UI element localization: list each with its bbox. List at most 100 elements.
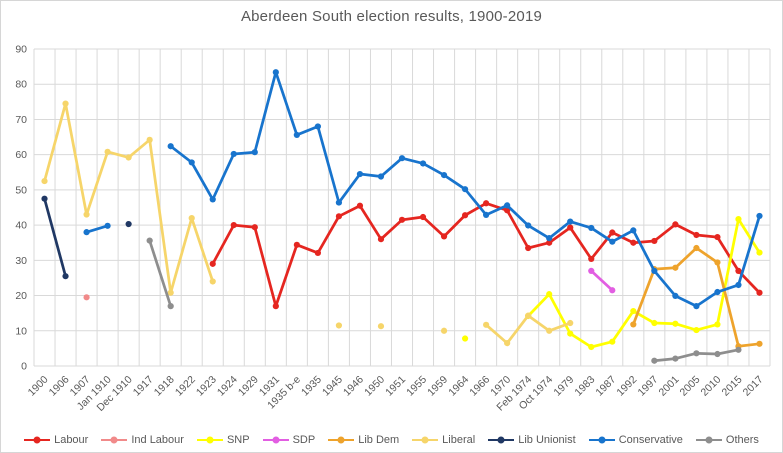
data-point-labour xyxy=(609,229,616,236)
data-point-conservative xyxy=(461,186,469,193)
legend-label-sdp: SDP xyxy=(292,434,316,446)
data-point-labour xyxy=(377,236,385,243)
gridlines xyxy=(33,48,771,367)
x-axis-tick: 1922 xyxy=(173,374,198,399)
legend-item-ind-labour: Ind Labour xyxy=(101,434,184,446)
data-point-labour xyxy=(588,255,595,263)
series-line-others xyxy=(148,239,173,308)
legend-item-liberal: Liberal xyxy=(412,434,475,446)
legend-marker-conservative xyxy=(588,436,615,444)
legend-item-lib-unionist: Lib Unionist xyxy=(488,434,576,446)
legend-marker-snp xyxy=(196,436,223,444)
data-point-conservative xyxy=(209,196,216,203)
x-axis-tick: 1992 xyxy=(614,374,639,399)
legend-marker-liberal xyxy=(412,436,439,444)
data-point-lib-unionist xyxy=(125,220,132,228)
data-point-liberal xyxy=(209,278,216,285)
data-point-conservative xyxy=(483,211,490,218)
data-point-others xyxy=(672,355,679,362)
data-point-conservative xyxy=(293,131,300,139)
data-point-conservative xyxy=(356,170,364,178)
data-point-snp xyxy=(588,343,595,351)
data-point-snp xyxy=(546,291,553,298)
data-point-liberal xyxy=(567,319,574,327)
data-point-labour xyxy=(293,241,300,248)
data-point-labour xyxy=(525,244,532,252)
data-point-liberal xyxy=(83,211,90,218)
legend-label-lib-dem: Lib Dem xyxy=(358,434,400,446)
data-point-labour xyxy=(483,200,490,207)
data-point-snp xyxy=(609,338,616,345)
legend-item-conservative: Conservative xyxy=(588,434,683,446)
data-point-liberal xyxy=(483,321,490,328)
data-point-labour xyxy=(209,260,216,267)
data-point-conservative xyxy=(630,227,637,234)
data-point-labour xyxy=(567,224,574,231)
data-point-liberal xyxy=(377,323,385,330)
x-axis-tick: 1918 xyxy=(152,374,177,399)
legend-marker-labour xyxy=(24,436,51,444)
x-axis-tick: 1950 xyxy=(362,374,387,399)
series-lib-unionist xyxy=(41,195,132,280)
data-point-lib-unionist xyxy=(62,273,69,280)
data-point-conservative xyxy=(756,212,763,220)
legend-marker-sdp xyxy=(262,436,289,444)
series-line-snp xyxy=(526,217,761,349)
data-point-labour xyxy=(335,213,343,220)
data-point-conservative xyxy=(398,155,406,162)
series-line-conservative xyxy=(85,224,109,234)
data-point-conservative xyxy=(335,199,343,206)
data-point-liberal xyxy=(167,289,174,296)
data-point-sdp xyxy=(609,287,616,294)
data-point-sdp xyxy=(588,267,595,274)
data-point-labour xyxy=(356,202,364,209)
y-axis-tick: 40 xyxy=(15,220,27,232)
data-point-labour xyxy=(756,289,763,296)
data-point-conservative xyxy=(251,149,258,156)
x-axis-tick: 2010 xyxy=(699,374,724,399)
x-axis-tick: 1923 xyxy=(194,374,219,399)
data-point-conservative xyxy=(546,235,553,242)
series-sdp xyxy=(588,267,616,294)
data-point-liberal xyxy=(546,327,553,334)
legend-marker-lib-dem xyxy=(328,436,355,444)
data-point-snp xyxy=(630,307,637,315)
data-point-labour xyxy=(672,221,679,228)
data-point-conservative xyxy=(272,69,279,76)
data-point-labour xyxy=(714,233,721,241)
data-point-conservative xyxy=(588,224,595,232)
data-point-conservative xyxy=(735,281,742,289)
x-axis-tick: 1997 xyxy=(635,374,660,399)
data-point-conservative xyxy=(83,229,90,236)
legend-marker-ind-labour xyxy=(101,436,128,444)
y-axis-tick: 80 xyxy=(15,79,27,91)
x-axis-tick: 1964 xyxy=(446,374,471,399)
data-point-conservative xyxy=(314,123,321,130)
x-axis-tick: 1955 xyxy=(404,374,429,399)
legend-marker-others xyxy=(695,436,722,444)
data-point-snp xyxy=(567,330,574,337)
data-point-snp xyxy=(735,216,742,223)
legend-label-others: Others xyxy=(725,434,759,446)
data-point-snp xyxy=(651,319,658,327)
series-line-lib-unionist xyxy=(43,197,67,278)
x-axis-tick: 2001 xyxy=(656,374,681,399)
data-point-lib-dem xyxy=(672,264,679,271)
data-point-liberal xyxy=(440,327,448,334)
data-point-liberal xyxy=(125,154,132,161)
data-point-labour xyxy=(735,267,742,274)
data-point-labour xyxy=(651,237,658,245)
data-point-liberal xyxy=(62,100,69,107)
legend-label-ind-labour: Ind Labour xyxy=(131,434,184,446)
y-axis-tick: 0 xyxy=(21,361,27,373)
legend-item-labour: Labour xyxy=(24,434,88,446)
legend: Labour Ind Labour SNP SDP Lib Dem Liberal Lib … xyxy=(1,434,782,446)
data-point-labour xyxy=(693,231,700,239)
data-point-conservative xyxy=(693,303,700,310)
data-point-snp xyxy=(714,321,721,328)
x-axis-tick: 1966 xyxy=(467,374,492,399)
x-axis-tick: 1900 xyxy=(26,374,51,399)
data-point-labour xyxy=(230,222,237,229)
x-axis-tick: 1979 xyxy=(551,374,576,399)
